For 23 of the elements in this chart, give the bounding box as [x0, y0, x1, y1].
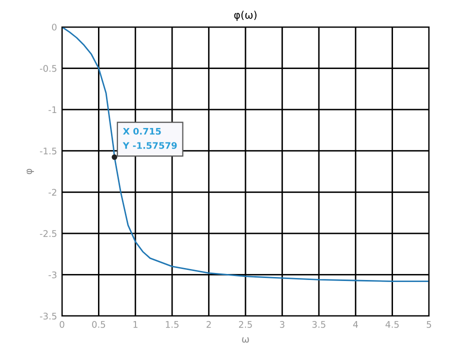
chart-title: φ(ω) — [234, 10, 256, 21]
annotation: X 0.715 Y -1.57579 — [122, 128, 177, 149]
y-tick-label: -1.5 — [40, 148, 56, 154]
y-tick-label: -3.5 — [40, 312, 56, 320]
x-tick-label: 2.5 — [238, 321, 252, 328]
x-tick-label: 1 — [134, 321, 138, 328]
x-tick-label: 4 — [353, 321, 358, 328]
x-tick-label: 5 — [426, 321, 432, 328]
y-tick-label: -0.5 — [40, 65, 56, 72]
x-tick-label: 0 — [60, 321, 64, 328]
y-tick-label: -2 — [48, 188, 56, 196]
x-tick-label: 3 — [280, 321, 284, 328]
x-tick-label: 0.5 — [92, 321, 106, 328]
y-tick-label: -1 — [48, 106, 56, 113]
y-axis-title: φ — [26, 168, 34, 174]
x-tick-label: 1.5 — [166, 321, 178, 328]
y-tick-label: -3 — [48, 271, 56, 278]
x-tick-label: 3.5 — [312, 321, 326, 328]
x-tick-label: 2 — [206, 321, 211, 328]
x-tick-label: 4.5 — [386, 321, 399, 328]
x-axis-title: ω — [242, 337, 249, 343]
y-tick-label: 0 — [52, 24, 57, 31]
y-tick-label: -2.5 — [40, 230, 56, 237]
